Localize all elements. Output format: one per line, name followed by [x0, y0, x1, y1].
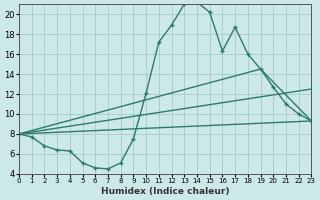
X-axis label: Humidex (Indice chaleur): Humidex (Indice chaleur): [101, 187, 229, 196]
